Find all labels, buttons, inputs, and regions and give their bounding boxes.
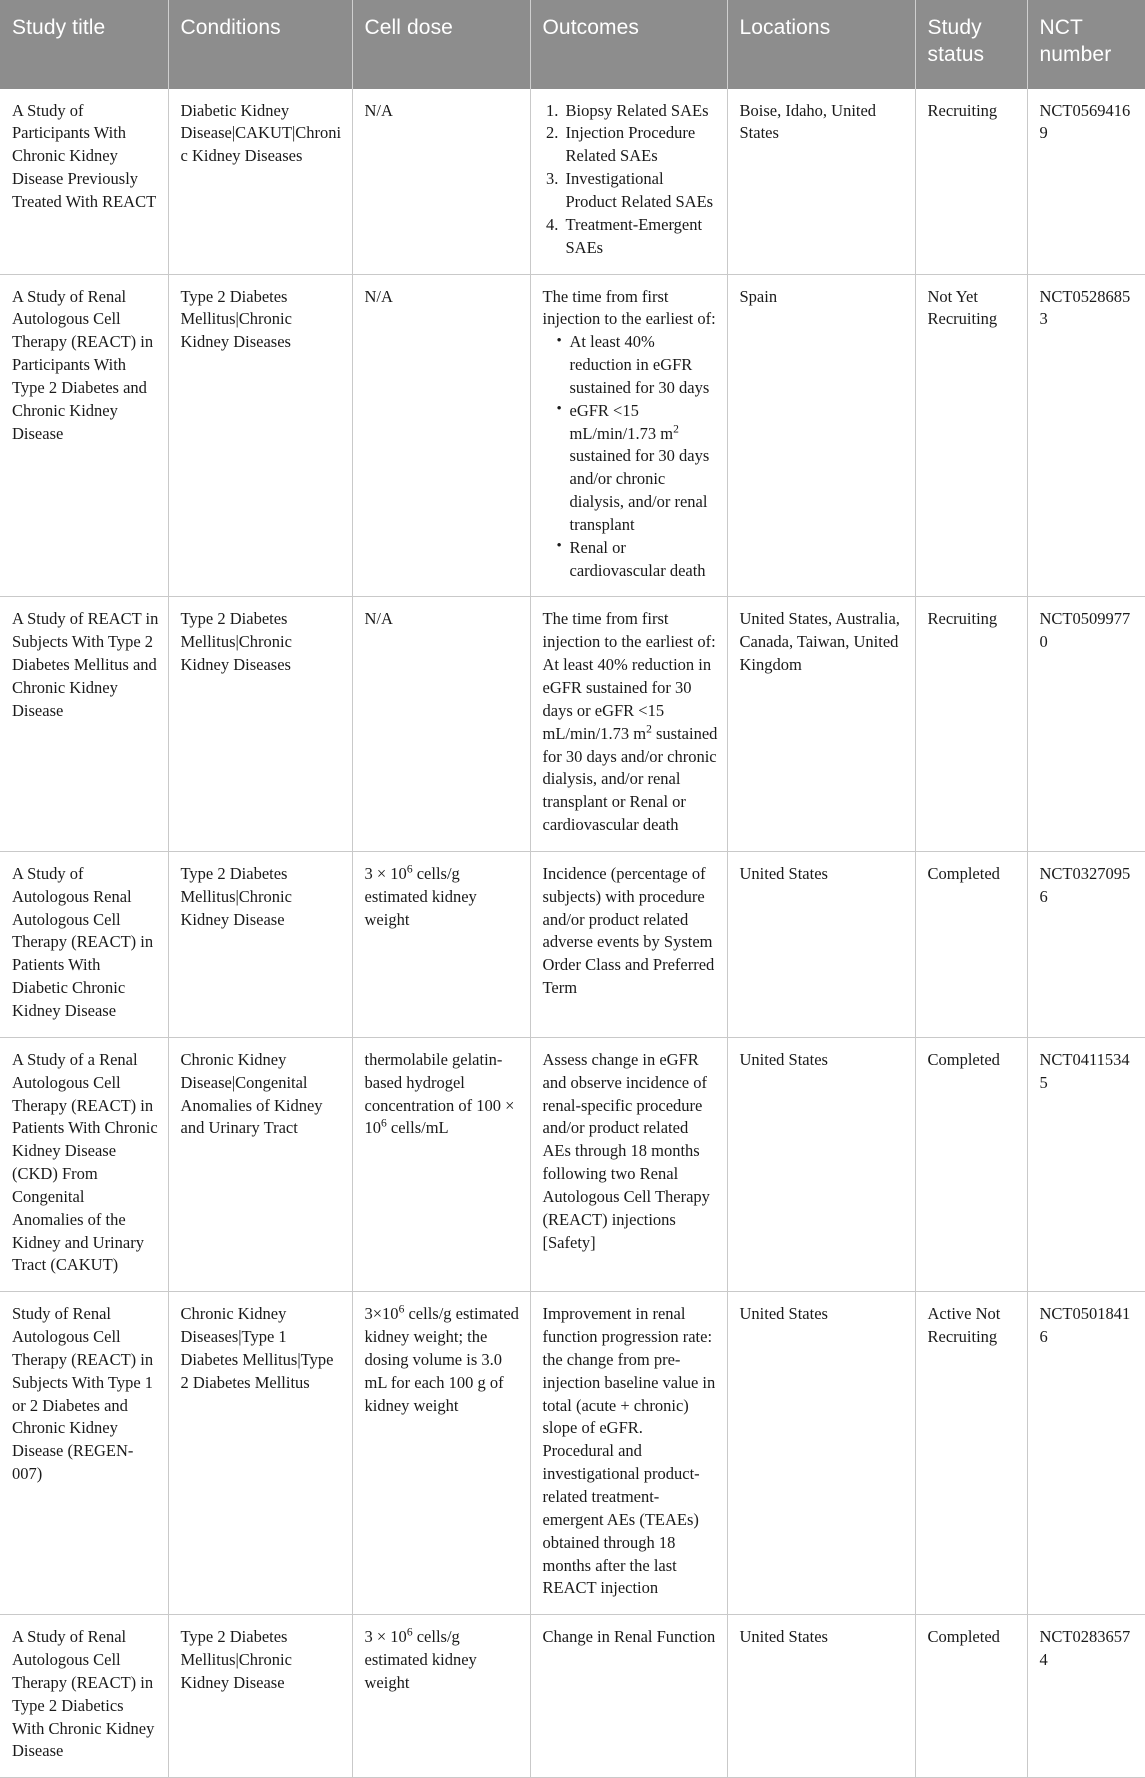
cell-conditions: Chronic Kidney Diseases|Type 1 Diabetes … [168, 1291, 353, 1616]
cell-nct-number: NCT03270956 [1027, 851, 1145, 1038]
cell-study-status: Recruiting [915, 596, 1028, 852]
cell-locations: United States [727, 851, 916, 1038]
cell-outcomes: Change in Renal Function [530, 1614, 728, 1778]
cell-cell-dose: 3 × 106 cells/g estimated kidney weight [352, 851, 531, 1038]
outcomes-intro: Improvement in renal function progressio… [542, 1304, 716, 1598]
cell-nct-number: NCT05694169 [1027, 88, 1145, 275]
cell-study-status: Completed [915, 851, 1028, 1038]
cell-study-title: A Study of Renal Autologous Cell Therapy… [0, 274, 169, 598]
table-row: A Study of Participants With Chronic Kid… [0, 88, 1145, 275]
cell-nct-number: NCT02836574 [1027, 1614, 1145, 1778]
cell-locations: United States [727, 1037, 916, 1293]
cell-locations: Boise, Idaho, United States [727, 88, 916, 275]
outcome-bullet: Renal or cardiovascular death [557, 536, 718, 583]
outcome-item: Injection Procedure Related SAEs [563, 122, 718, 168]
cell-study-title: A Study of a Renal Autologous Cell Thera… [0, 1037, 169, 1293]
cell-outcomes: Biopsy Related SAEsInjection Procedure R… [530, 88, 728, 275]
cell-conditions: Chronic Kidney Disease|Congenital Anomal… [168, 1037, 353, 1293]
cell-nct-number: NCT05099770 [1027, 596, 1145, 852]
outcome-bullet: At least 40% reduction in eGFR sustained… [557, 331, 718, 400]
column-header-locations: Locations [727, 0, 916, 89]
cell-outcomes: Incidence (percentage of subjects) with … [530, 851, 728, 1038]
cell-locations: Spain [727, 274, 916, 598]
cell-outcomes: The time from first injection to the ear… [530, 596, 728, 852]
outcomes-intro: Change in Renal Function [542, 1627, 716, 1647]
outcome-item: Biopsy Related SAEs [563, 100, 718, 123]
cell-cell-dose: N/A [352, 88, 531, 275]
cell-cell-dose: thermolabile gelatin-based hydrogel conc… [352, 1037, 531, 1293]
outcome-bullet: eGFR <15 mL/min/1.73 m2 sustained for 30… [557, 399, 718, 537]
header-row: Study title Conditions Cell dose Outcome… [0, 0, 1145, 89]
cell-locations: United States [727, 1291, 916, 1616]
outcomes-intro: Assess change in eGFR and observe incide… [542, 1049, 710, 1252]
table-header: Study title Conditions Cell dose Outcome… [0, 0, 1145, 89]
cell-study-title: A Study of Autologous Renal Autologous C… [0, 851, 169, 1038]
cell-cell-dose: N/A [352, 274, 531, 598]
column-header-study-title: Study title [0, 0, 169, 89]
table-row: A Study of a Renal Autologous Cell Thera… [0, 1037, 1145, 1293]
column-header-nct-number: NCT number [1027, 0, 1145, 89]
outcomes-intro: Incidence (percentage of subjects) with … [542, 863, 715, 998]
column-header-conditions: Conditions [168, 0, 353, 89]
cell-conditions: Type 2 Diabetes Mellitus|Chronic Kidney … [168, 851, 353, 1038]
cell-conditions: Diabetic Kidney Disease|CAKUT|Chronic Ki… [168, 88, 353, 275]
cell-study-title: A Study of Participants With Chronic Kid… [0, 88, 169, 275]
table-row: Study of Renal Autologous Cell Therapy (… [0, 1291, 1145, 1616]
cell-cell-dose: N/A [352, 596, 531, 852]
cell-study-title: A Study of Renal Autologous Cell Therapy… [0, 1614, 169, 1778]
cell-study-status: Active Not Recruiting [915, 1291, 1028, 1616]
cell-outcomes: Assess change in eGFR and observe incide… [530, 1037, 728, 1293]
table-row: A Study of REACT in Subjects With Type 2… [0, 596, 1145, 852]
table-row: A Study of Renal Autologous Cell Therapy… [0, 1614, 1145, 1778]
table-row: A Study of Autologous Renal Autologous C… [0, 851, 1145, 1038]
cell-conditions: Type 2 Diabetes Mellitus|Chronic Kidney … [168, 596, 353, 852]
cell-study-status: Not Yet Recruiting [915, 274, 1028, 598]
cell-outcomes: Improvement in renal function progressio… [530, 1291, 728, 1616]
table-body: A Study of Participants With Chronic Kid… [0, 88, 1145, 1778]
outcomes-intro: The time from first injection to the ear… [542, 609, 718, 835]
cell-conditions: Type 2 Diabetes Mellitus|Chronic Kidney … [168, 274, 353, 598]
cell-study-title: A Study of REACT in Subjects With Type 2… [0, 596, 169, 852]
cell-study-title: Study of Renal Autologous Cell Therapy (… [0, 1291, 169, 1616]
outcomes-intro: The time from first injection to the ear… [542, 286, 716, 329]
cell-cell-dose: 3×106 cells/g estimated kidney weight; t… [352, 1291, 531, 1616]
table-row: A Study of Renal Autologous Cell Therapy… [0, 274, 1145, 598]
cell-nct-number: NCT05286853 [1027, 274, 1145, 598]
cell-locations: United States, Australia, Canada, Taiwan… [727, 596, 916, 852]
outcome-item: Treatment-Emergent SAEs [563, 214, 718, 260]
outcomes-ordered-list: Biopsy Related SAEsInjection Procedure R… [543, 100, 718, 260]
column-header-study-status: Study status [915, 0, 1028, 89]
cell-locations: United States [727, 1614, 916, 1778]
cell-outcomes: The time from first injection to the ear… [530, 274, 728, 598]
cell-conditions: Type 2 Diabetes Mellitus|Chronic Kidney … [168, 1614, 353, 1778]
cell-study-status: Recruiting [915, 88, 1028, 275]
cell-cell-dose: 3 × 106 cells/g estimated kidney weight [352, 1614, 531, 1778]
cell-study-status: Completed [915, 1037, 1028, 1293]
cell-nct-number: NCT05018416 [1027, 1291, 1145, 1616]
cell-study-status: Completed [915, 1614, 1028, 1778]
outcomes-bullet-list: At least 40% reduction in eGFR sustained… [543, 331, 718, 582]
column-header-cell-dose: Cell dose [352, 0, 531, 89]
cell-nct-number: NCT04115345 [1027, 1037, 1145, 1293]
outcome-item: Investigational Product Related SAEs [563, 168, 718, 214]
column-header-outcomes: Outcomes [530, 0, 728, 89]
